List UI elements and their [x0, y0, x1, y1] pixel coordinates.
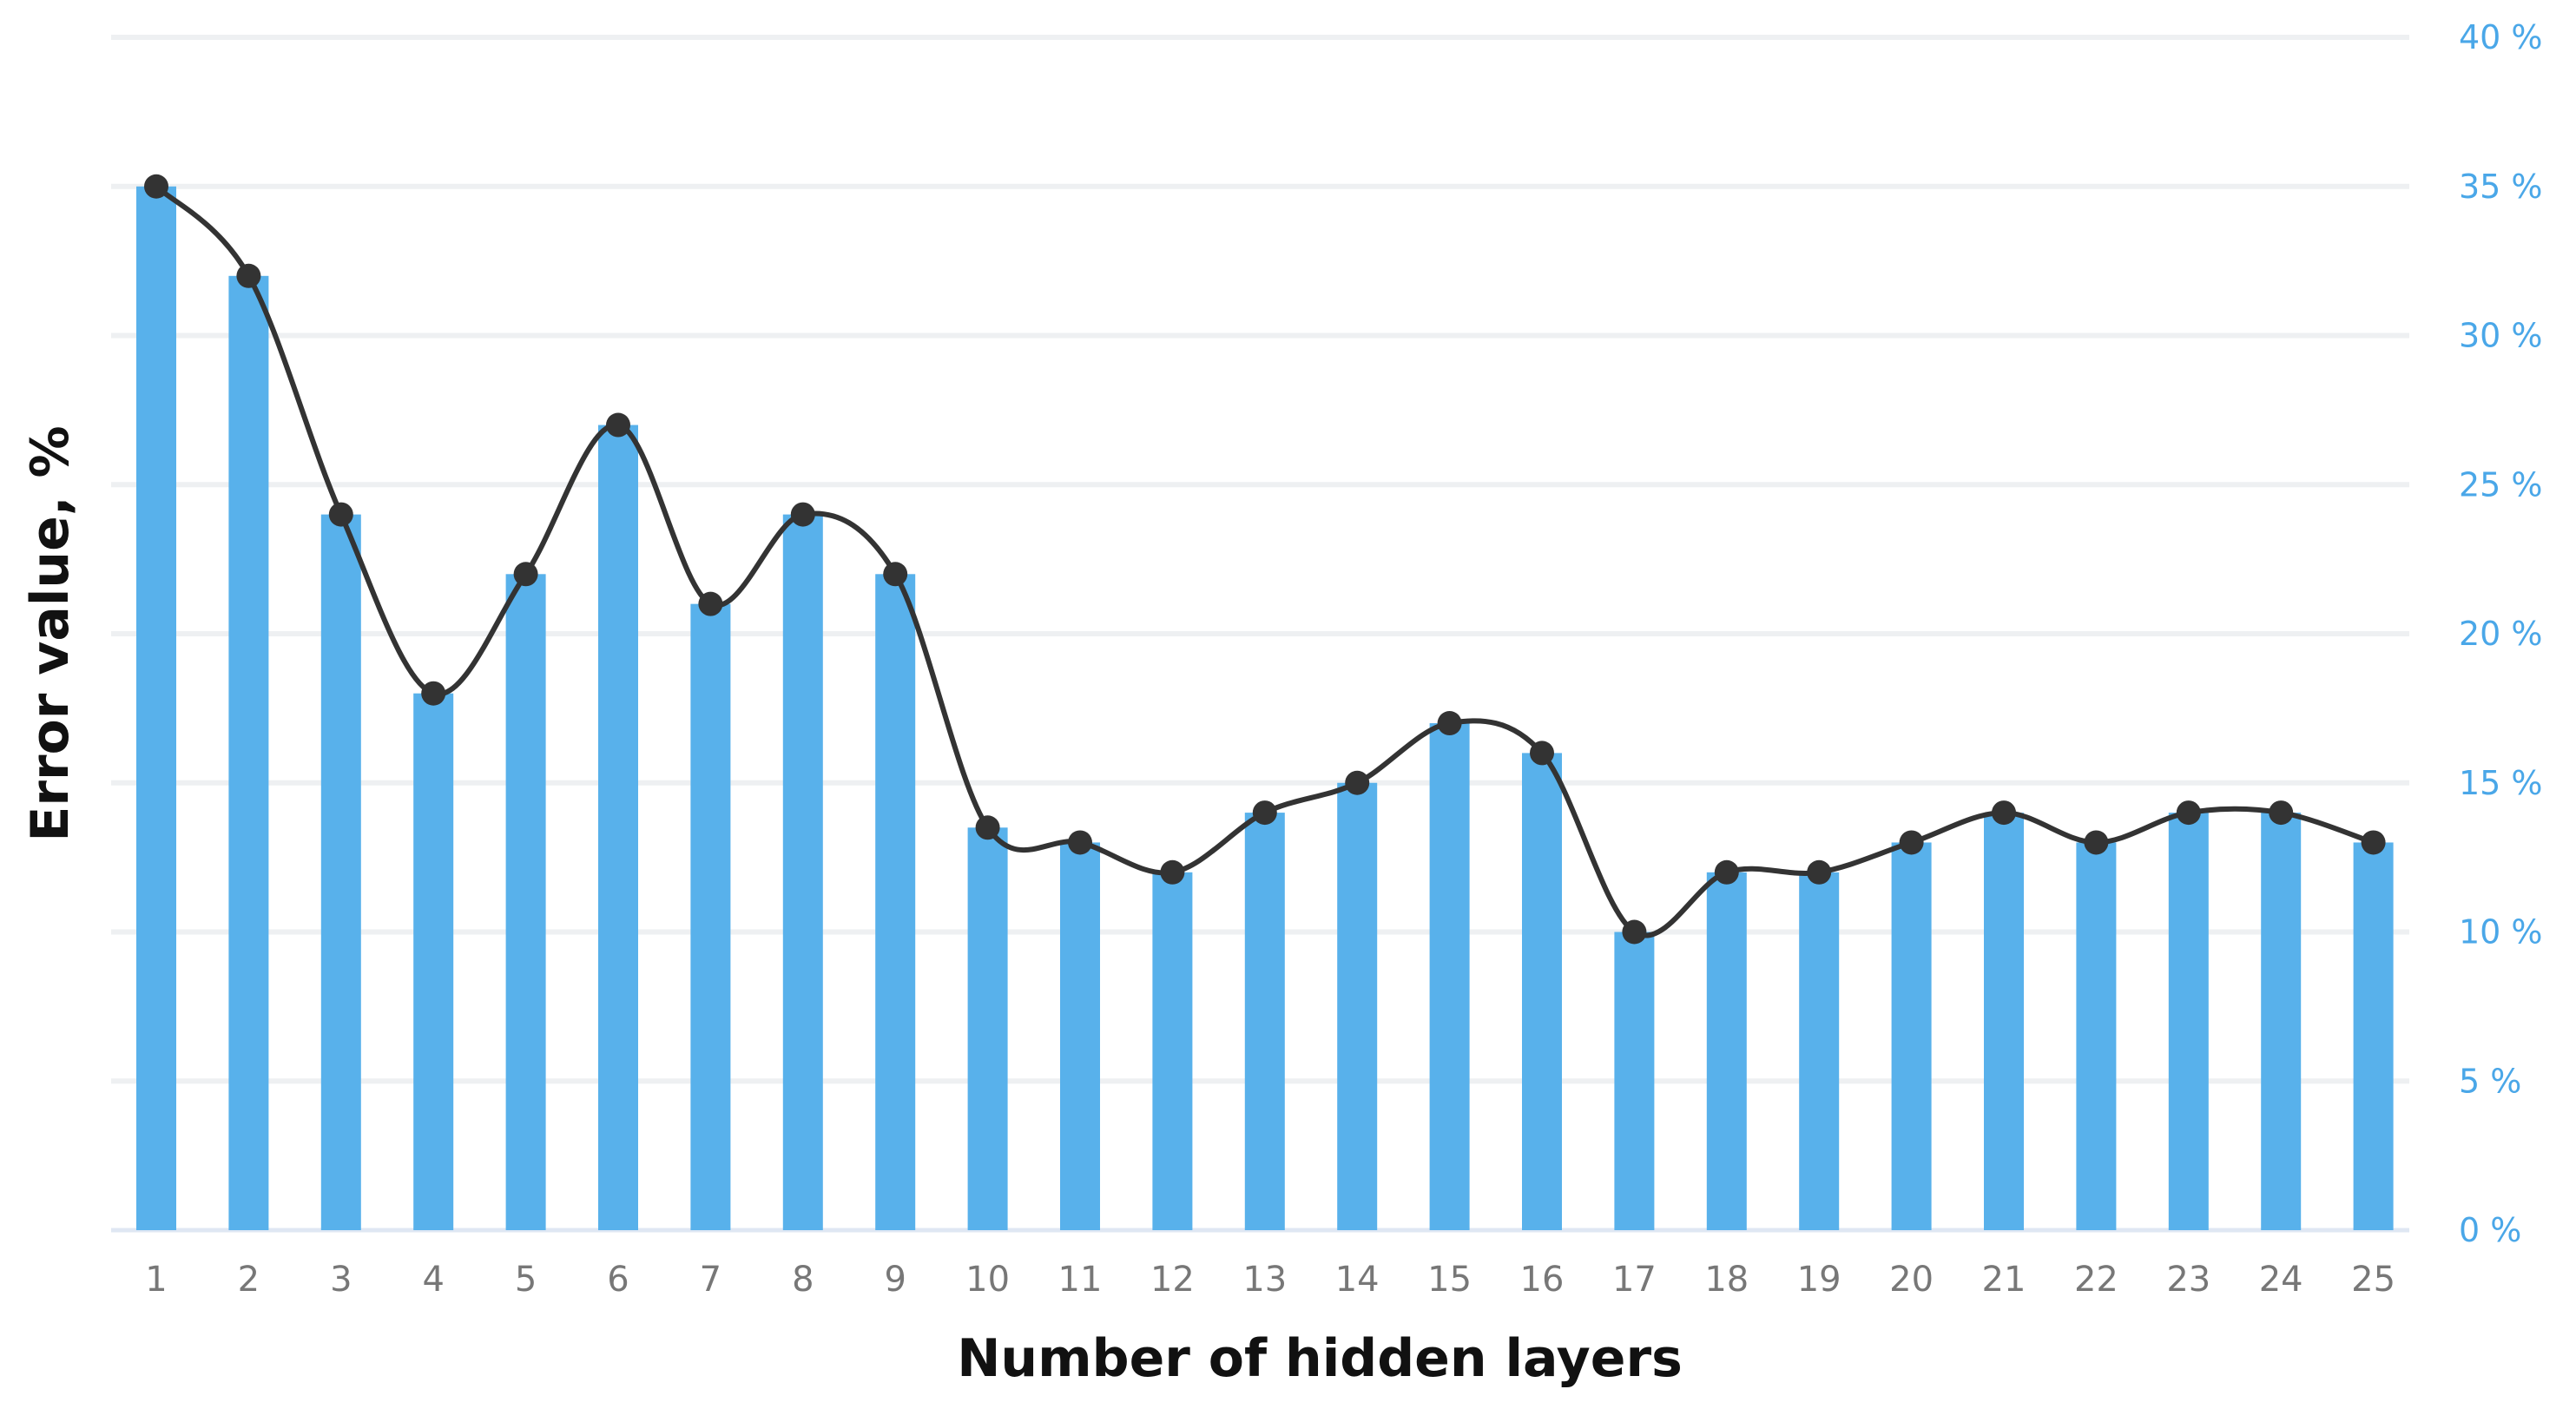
- y-tick-label: 15 %: [2459, 764, 2543, 802]
- x-tick-label: 6: [607, 1260, 629, 1300]
- y-tick-label: 25 %: [2459, 465, 2543, 504]
- x-tick-label: 7: [700, 1260, 721, 1300]
- bar: [2353, 842, 2394, 1230]
- x-tick-label: 19: [1797, 1260, 1841, 1300]
- x-tick-labels: 1 2 3 4 5 6 7 8 9 10 11 12 13 14 15 16 17 18 19 20 21 22 23 24 2…: [145, 1260, 2395, 1300]
- trend-line: [154, 184, 2375, 938]
- bar: [782, 514, 823, 1230]
- x-tick-label: 9: [884, 1260, 906, 1300]
- data-point: [698, 591, 723, 616]
- trend-line-layer: [154, 184, 2375, 938]
- x-tick-label: 3: [330, 1260, 352, 1300]
- x-axis-title: Number of hidden layers: [957, 1328, 1683, 1389]
- data-point: [790, 502, 815, 527]
- bar: [1337, 782, 1378, 1230]
- data-point: [236, 263, 261, 288]
- data-point: [1992, 800, 2016, 826]
- y-tick-labels: 0 % 5 % 10 % 15 % 20 % 25 % 30 % 35 % 40 %: [2459, 18, 2543, 1249]
- data-point: [1068, 830, 1092, 855]
- x-tick-label: 22: [2074, 1260, 2118, 1300]
- data-point: [144, 174, 168, 199]
- data-point: [2269, 800, 2294, 826]
- y-tick-label: 0 %: [2459, 1211, 2521, 1249]
- bar: [1522, 753, 1562, 1230]
- y-tick-label: 10 %: [2459, 913, 2543, 951]
- bar: [598, 425, 638, 1230]
- x-tick-label: 15: [1427, 1260, 1472, 1300]
- y-tick-label: 40 %: [2459, 18, 2543, 56]
- bar: [1060, 842, 1100, 1230]
- trend-points: [144, 174, 2386, 945]
- data-point: [328, 502, 353, 527]
- bar: [1706, 872, 1747, 1230]
- bar: [2076, 842, 2117, 1230]
- bar: [505, 574, 546, 1230]
- bar: [1152, 872, 1193, 1230]
- x-tick-label: 5: [515, 1260, 537, 1300]
- data-point: [2176, 800, 2201, 826]
- x-tick-label: 17: [1612, 1260, 1657, 1300]
- data-point: [2084, 830, 2109, 855]
- y-tick-label: 20 %: [2459, 615, 2543, 653]
- data-point: [1807, 859, 1832, 885]
- x-tick-label: 16: [1520, 1260, 1565, 1300]
- bar: [2261, 813, 2302, 1230]
- bar: [1799, 872, 1840, 1230]
- y-tick-label: 35 %: [2459, 168, 2543, 206]
- bar: [1614, 932, 1655, 1230]
- bar: [228, 275, 269, 1230]
- data-point: [1530, 741, 1554, 766]
- bar: [2168, 813, 2209, 1230]
- y-tick-label: 30 %: [2459, 317, 2543, 355]
- x-tick-label: 13: [1242, 1260, 1287, 1300]
- x-tick-label: 11: [1058, 1260, 1103, 1300]
- bar: [1244, 813, 1285, 1230]
- data-point: [421, 681, 446, 706]
- data-point: [1714, 859, 1739, 885]
- y-axis-title: Error value, %: [20, 425, 81, 841]
- x-tick-label: 14: [1335, 1260, 1380, 1300]
- data-point: [2361, 830, 2386, 855]
- bar: [875, 574, 916, 1230]
- data-point: [1345, 770, 1370, 795]
- bar: [413, 693, 454, 1230]
- x-tick-label: 25: [2351, 1260, 2395, 1300]
- bar: [1891, 842, 1932, 1230]
- bar: [690, 603, 731, 1230]
- x-tick-label: 12: [1150, 1260, 1195, 1300]
- data-point: [1252, 800, 1277, 826]
- data-point: [1622, 919, 1647, 945]
- x-tick-label: 8: [792, 1260, 814, 1300]
- x-tick-label: 10: [965, 1260, 1010, 1300]
- data-point: [513, 562, 538, 587]
- x-tick-label: 20: [1889, 1260, 1934, 1300]
- x-tick-label: 4: [422, 1260, 444, 1300]
- data-point: [1160, 859, 1185, 885]
- y-tick-label: 5 %: [2459, 1062, 2521, 1100]
- x-tick-label: 24: [2259, 1260, 2303, 1300]
- bar: [967, 827, 1008, 1230]
- x-tick-label: 18: [1704, 1260, 1749, 1300]
- x-tick-label: 1: [145, 1260, 167, 1300]
- bars: [136, 186, 2394, 1230]
- data-point: [975, 815, 1000, 840]
- data-point: [883, 562, 908, 587]
- data-point: [1437, 711, 1462, 736]
- data-point: [606, 412, 630, 438]
- x-tick-label: 2: [238, 1260, 260, 1300]
- x-tick-label: 21: [1982, 1260, 2026, 1300]
- data-point: [1899, 830, 1924, 855]
- x-tick-label: 23: [2166, 1260, 2210, 1300]
- bar: [1984, 813, 2024, 1230]
- bar: [136, 186, 176, 1230]
- bar: [1429, 723, 1470, 1230]
- bar: [320, 514, 361, 1230]
